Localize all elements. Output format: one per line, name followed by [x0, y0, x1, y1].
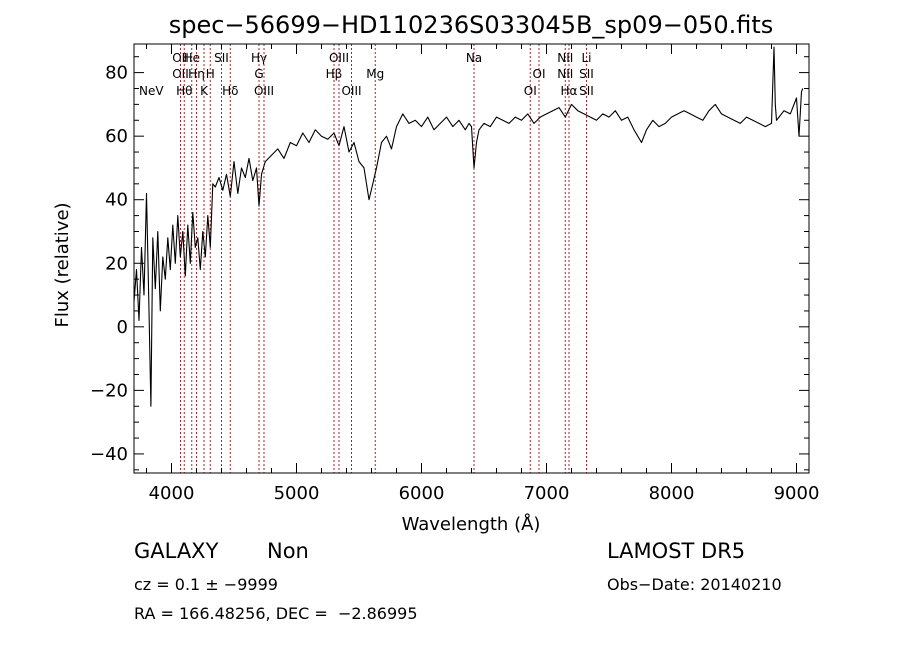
- line-label: Hη: [188, 67, 205, 81]
- line-label: Hα: [561, 84, 578, 98]
- y-tick-label: 40: [105, 190, 128, 211]
- line-label: G: [254, 67, 263, 81]
- line-label: Na: [466, 51, 482, 65]
- line-label: NeV: [139, 84, 164, 98]
- x-axis-label: Wavelength (Å): [402, 513, 541, 535]
- line-label: OI: [533, 67, 546, 81]
- y-tick-label: −40: [90, 444, 128, 465]
- line-label: SII: [214, 51, 229, 65]
- ra-dec: RA = 166.48256, DEC = −2.86995: [134, 604, 418, 623]
- survey-name: LAMOST DR5: [607, 539, 746, 563]
- object-subclass: Non: [267, 539, 309, 563]
- emission-line-markers: OIIOIIHθHeHηKHSIIHδHγGOIIIHβOIIIOIIIMgNa…: [139, 44, 594, 473]
- spectrum-series: [133, 46, 804, 407]
- spectrum-line: [133, 46, 804, 407]
- line-label: OIII: [329, 51, 349, 65]
- line-label: OIII: [341, 84, 361, 98]
- line-label: Hθ: [176, 84, 192, 98]
- x-tick-label: 5000: [274, 483, 320, 504]
- line-label: SII: [579, 67, 594, 81]
- x-tick-label: 4000: [149, 483, 195, 504]
- y-tick-label: 20: [105, 253, 128, 274]
- x-tick-label: 9000: [774, 483, 820, 504]
- object-class: GALAXY: [134, 539, 219, 563]
- line-label: Mg: [366, 67, 384, 81]
- observation-date: Obs−Date: 20140210: [607, 575, 782, 594]
- line-label: SII: [579, 84, 594, 98]
- line-label: He: [184, 51, 200, 65]
- line-label: OIII: [254, 84, 274, 98]
- axes: 4000 5000 6000 7000 8000 9000 −40 −20 0 20 40 60 80: [90, 44, 819, 504]
- line-label: NII: [557, 67, 573, 81]
- line-label: Hβ: [326, 67, 343, 81]
- line-label: NII: [557, 51, 573, 65]
- line-label: Li: [581, 51, 591, 65]
- line-label: Hγ: [251, 51, 267, 65]
- line-label: H: [206, 67, 215, 81]
- line-label: OII: [172, 67, 189, 81]
- x-tick-label: 6000: [399, 483, 445, 504]
- y-tick-label: −20: [90, 380, 128, 401]
- line-label: K: [200, 84, 209, 98]
- chart-title: spec−56699−HD110236S033045B_sp09−050.fit…: [169, 11, 774, 39]
- redshift-cz: cz = 0.1 ± −9999: [134, 575, 278, 594]
- y-axis-label: Flux (relative): [52, 202, 73, 327]
- x-tick-label: 7000: [524, 483, 570, 504]
- line-label: OI: [524, 84, 537, 98]
- y-tick-label: 0: [117, 317, 128, 338]
- x-tick-label: 8000: [649, 483, 695, 504]
- y-tick-label: 80: [105, 63, 128, 84]
- plot-frame: [133, 43, 810, 474]
- y-tick-label: 60: [105, 126, 128, 147]
- line-label: Hδ: [222, 84, 238, 98]
